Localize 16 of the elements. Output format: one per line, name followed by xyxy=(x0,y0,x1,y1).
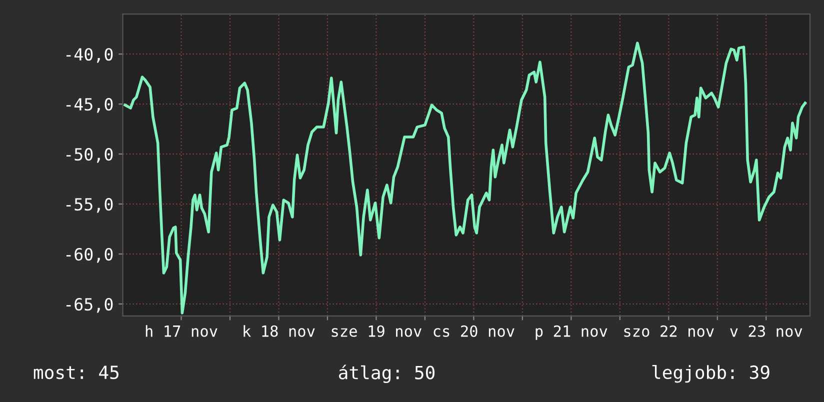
x-tick-label: k 18 nov xyxy=(244,325,315,337)
x-tick-label: sze 19 nov xyxy=(332,325,422,337)
x-tick-label: szo 22 nov xyxy=(624,325,714,337)
x-tick-label: v 23 nov xyxy=(730,325,802,337)
x-tick-label: cs 20 nov xyxy=(434,325,514,337)
y-tick-label: -40,0 xyxy=(66,48,113,63)
y-tick-label: -50,0 xyxy=(66,148,113,163)
y-tick-label: -45,0 xyxy=(66,98,113,113)
text: átlag: 50 xyxy=(339,364,434,384)
y-tick-label: -55,0 xyxy=(66,198,113,213)
text: legjobb: 39 xyxy=(652,365,770,383)
x-tick-label: h 17 nov xyxy=(146,325,218,337)
y-tick-label: -65,0 xyxy=(66,298,113,313)
text: most: 45 xyxy=(34,366,118,380)
x-tick-label: p 21 nov xyxy=(536,325,608,340)
y-tick-label: -60,0 xyxy=(66,248,113,263)
